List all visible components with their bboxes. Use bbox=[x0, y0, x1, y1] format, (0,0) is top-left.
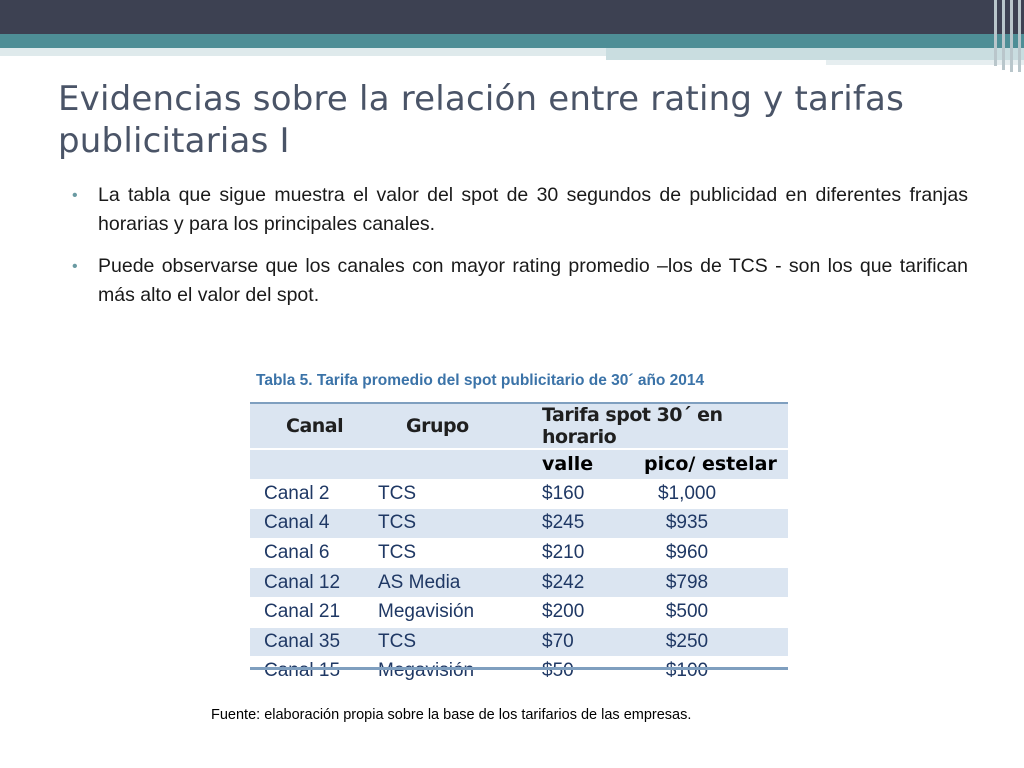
cell-grupo: TCS bbox=[366, 537, 516, 568]
cell-valle: $200 bbox=[516, 596, 616, 628]
source-note: Fuente: elaboración propia sobre la base… bbox=[211, 707, 692, 723]
header-vertical-lines bbox=[990, 0, 1024, 72]
cell-grupo: AS Media bbox=[366, 567, 516, 598]
cell-valle: $70 bbox=[516, 626, 616, 657]
cell-pico: $960 bbox=[616, 537, 788, 568]
table-bottom-rule bbox=[250, 667, 788, 670]
cell-canal: Canal 15 bbox=[250, 656, 366, 686]
header-empty bbox=[250, 449, 366, 480]
cell-grupo: TCS bbox=[366, 478, 516, 509]
table-top-rule bbox=[250, 402, 788, 404]
table-row: Canal 35 TCS $70 $250 bbox=[250, 626, 788, 657]
cell-canal: Canal 2 bbox=[250, 478, 366, 509]
header-pico: pico/ estelar bbox=[616, 449, 788, 480]
cell-grupo: TCS bbox=[366, 626, 516, 657]
header-grupo: Grupo bbox=[366, 404, 516, 450]
table-row: Canal 15 Megavisión $50 $100 bbox=[250, 656, 788, 686]
header-tarifa: Tarifa spot 30´ en horario bbox=[516, 404, 788, 450]
slide-title: Evidencias sobre la relación entre ratin… bbox=[58, 79, 904, 161]
cell-pico: $250 bbox=[616, 626, 788, 657]
cell-pico: $1,000 bbox=[616, 478, 788, 509]
cell-pico: $100 bbox=[616, 656, 788, 686]
header-canal: Canal bbox=[250, 404, 366, 450]
tariff-table: Canal Grupo Tarifa spot 30´ en horario v… bbox=[250, 402, 788, 686]
bullet-icon: • bbox=[72, 187, 78, 204]
cell-valle: $242 bbox=[516, 567, 616, 598]
cell-grupo: TCS bbox=[366, 508, 516, 539]
header-band-teal bbox=[0, 34, 1024, 48]
bullet-text: La tabla que sigue muestra el valor del … bbox=[98, 184, 968, 235]
cell-grupo: Megavisión bbox=[366, 656, 516, 686]
cell-pico: $798 bbox=[616, 567, 788, 598]
cell-valle: $245 bbox=[516, 508, 616, 539]
bullet-item: • Puede observarse que los canales con m… bbox=[72, 252, 968, 310]
bullet-icon: • bbox=[72, 258, 78, 275]
bullet-item: • La tabla que sigue muestra el valor de… bbox=[72, 181, 968, 239]
cell-canal: Canal 6 bbox=[250, 537, 366, 568]
cell-pico: $500 bbox=[616, 596, 788, 628]
cell-valle: $50 bbox=[516, 656, 616, 686]
header-empty bbox=[366, 449, 516, 480]
table-row: Canal 4 TCS $245 $935 bbox=[250, 508, 788, 539]
header-band-pale bbox=[0, 48, 606, 56]
cell-grupo: Megavisión bbox=[366, 596, 516, 628]
bullet-list: • La tabla que sigue muestra el valor de… bbox=[72, 181, 968, 323]
cell-valle: $160 bbox=[516, 478, 616, 509]
cell-canal: Canal 4 bbox=[250, 508, 366, 539]
cell-valle: $210 bbox=[516, 537, 616, 568]
header-band-dark bbox=[0, 0, 1024, 34]
table-row: Canal 2 TCS $160 $1,000 bbox=[250, 478, 788, 509]
cell-pico: $935 bbox=[616, 508, 788, 539]
header-valle: valle bbox=[516, 449, 616, 480]
table-row: Canal 6 TCS $210 $960 bbox=[250, 537, 788, 568]
header-band-pale-right bbox=[606, 48, 1024, 60]
table-caption: Tabla 5. Tarifa promedio del spot public… bbox=[256, 372, 705, 389]
table-row: Canal 21 Megavisión $200 $500 bbox=[250, 596, 788, 628]
bullet-text: Puede observarse que los canales con may… bbox=[98, 255, 968, 306]
cell-canal: Canal 35 bbox=[250, 626, 366, 657]
table-row: Canal 12 AS Media $242 $798 bbox=[250, 567, 788, 598]
header-band-pale-accent bbox=[826, 60, 1024, 65]
cell-canal: Canal 21 bbox=[250, 596, 366, 628]
cell-canal: Canal 12 bbox=[250, 567, 366, 598]
